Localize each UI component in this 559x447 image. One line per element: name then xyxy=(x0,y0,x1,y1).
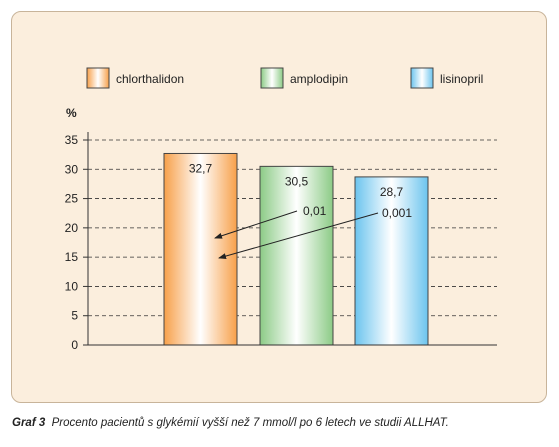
annotation-arrow xyxy=(218,212,379,259)
y-tick-label: 5 xyxy=(71,309,78,323)
legend-swatch-chlorthalidon xyxy=(86,67,110,89)
legend-swatch-amplodipin xyxy=(260,67,284,89)
bar-value-label: 28,7 xyxy=(380,185,404,199)
y-tick-label: 25 xyxy=(65,192,79,206)
annotation-label: 0,01 xyxy=(303,204,327,218)
bar-amplodipin xyxy=(259,165,334,346)
legend-label: amplodipin xyxy=(290,72,348,86)
caption-text: Procento pacientů s glykémií vyšší než 7… xyxy=(51,417,449,429)
figure-caption: Graf 3 Procento pacientů s glykémií vyšš… xyxy=(12,417,449,429)
caption-label: Graf 3 xyxy=(12,417,46,429)
bar-chlorthalidon xyxy=(163,152,238,346)
y-tick-label: 0 xyxy=(71,338,78,352)
y-tick-label: 20 xyxy=(65,221,79,235)
legend-label: chlorthalidon xyxy=(116,72,184,86)
y-tick-label: 10 xyxy=(65,279,79,293)
y-tick-label: 30 xyxy=(65,162,79,176)
legend-swatch-lisinopril xyxy=(410,67,434,89)
legend-label: lisinopril xyxy=(440,72,483,86)
bar-value-label: 30,5 xyxy=(285,174,309,188)
annotation-arrow xyxy=(214,210,298,239)
y-tick-label: 35 xyxy=(65,133,79,147)
bar-value-label: 32,7 xyxy=(189,161,213,175)
bar-lisinopril xyxy=(354,176,429,346)
y-axis-label: % xyxy=(66,106,77,120)
annotation-label: 0,001 xyxy=(382,206,412,220)
y-tick-label: 15 xyxy=(65,250,79,264)
